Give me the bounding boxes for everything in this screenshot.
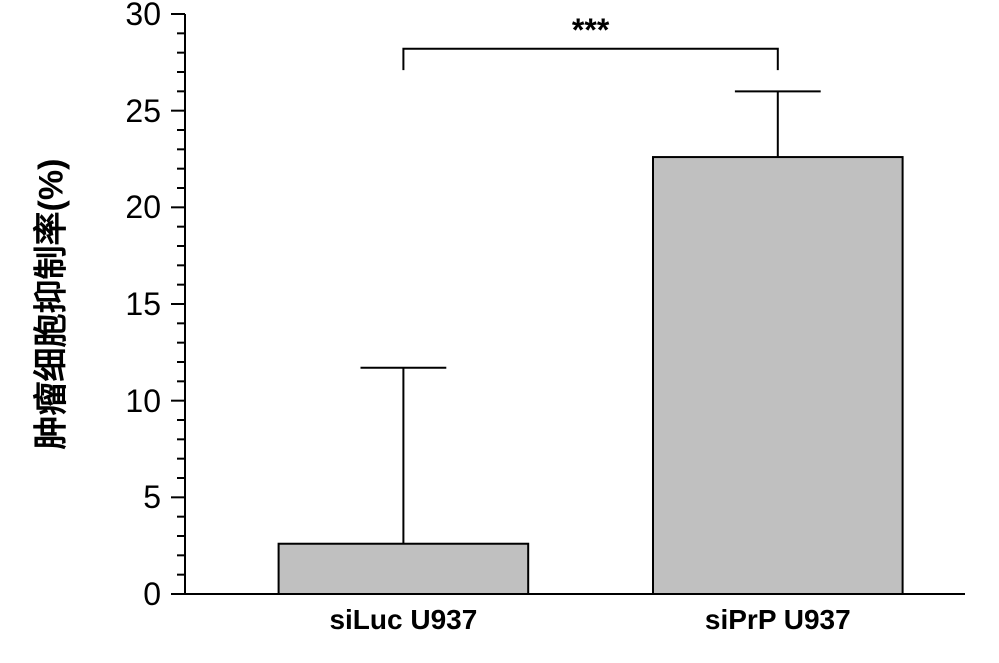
- significance-label: ***: [572, 12, 610, 48]
- bar-chart: *** 051015202530siLuc U937siPrP U937肿瘤细胞…: [0, 0, 999, 663]
- y-tick-label: 5: [0, 479, 161, 516]
- y-axis-label: 肿瘤细胞抑制率(%): [24, 159, 73, 450]
- y-tick-label: 25: [0, 93, 161, 130]
- x-category-label: siLuc U937: [253, 604, 553, 636]
- y-tick-label: 30: [0, 0, 161, 33]
- y-tick-label: 0: [0, 576, 161, 613]
- x-category-label: siPrP U937: [628, 604, 928, 636]
